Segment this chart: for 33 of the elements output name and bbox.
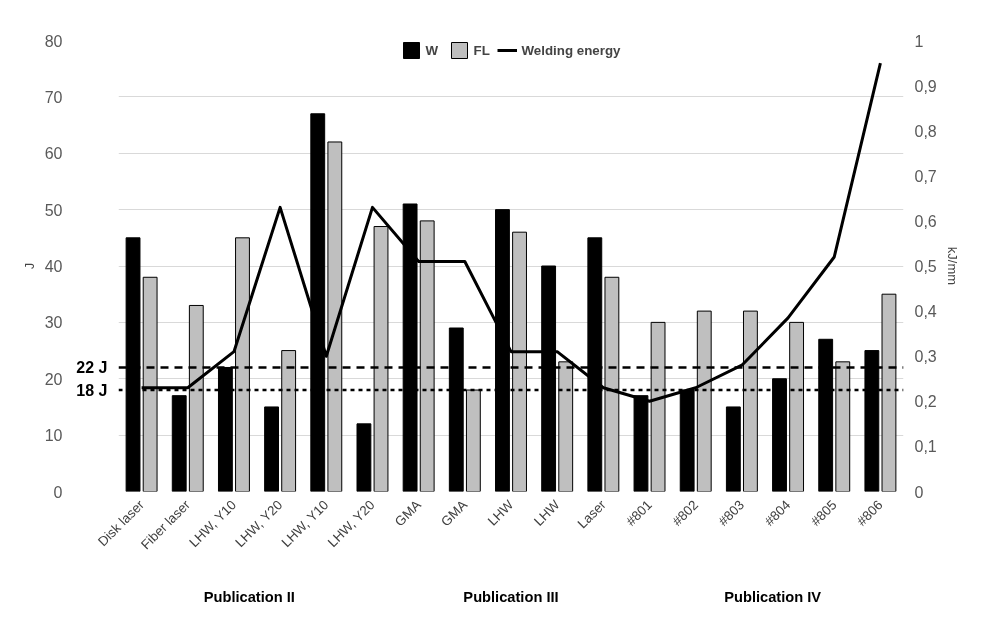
y2-tick-label: 0,9 [914, 77, 937, 95]
y2-tick-label: 0 [914, 483, 924, 501]
y2-tick-label: 1 [914, 32, 924, 50]
legend-label: Welding energy [521, 42, 621, 58]
y2-tick-label: 0,5 [914, 258, 937, 275]
y-tick-label: 70 [44, 88, 63, 106]
y-tick-label: 80 [44, 32, 63, 50]
y2-tick-label: 0,1 [914, 438, 937, 456]
legend-label: W [425, 42, 440, 58]
text: Publication II [203, 588, 295, 605]
y-tick-label: 20 [44, 370, 63, 388]
y2-tick-label: 0,4 [914, 303, 937, 321]
y-tick-label: 0 [53, 483, 63, 501]
y-tick-label: 10 [44, 427, 63, 445]
y-tick-label: 30 [44, 314, 63, 332]
y2-tick-label: 0,7 [914, 167, 937, 185]
y2-tick-label: 0,3 [914, 348, 937, 366]
ref-line-label: 18 J [76, 381, 108, 399]
y2-tick-label: 0,8 [914, 122, 937, 140]
y-tick-label: 50 [44, 201, 63, 219]
y-axis-title: J [21, 262, 37, 270]
text: Publication IV [724, 588, 822, 605]
bar [171, 395, 187, 492]
bar [725, 406, 741, 492]
legend-label: FL [473, 42, 491, 58]
y-tick-label: 40 [44, 258, 63, 275]
y2-axis-title: kJ/mm [944, 246, 960, 286]
text: Publication III [463, 588, 559, 605]
ref-line-label: 22 J [76, 358, 108, 376]
y2-tick-label: 0,2 [914, 393, 937, 411]
bar [264, 406, 279, 492]
y2-tick-label: 0,6 [914, 212, 937, 230]
y-tick-label: 60 [44, 145, 63, 163]
